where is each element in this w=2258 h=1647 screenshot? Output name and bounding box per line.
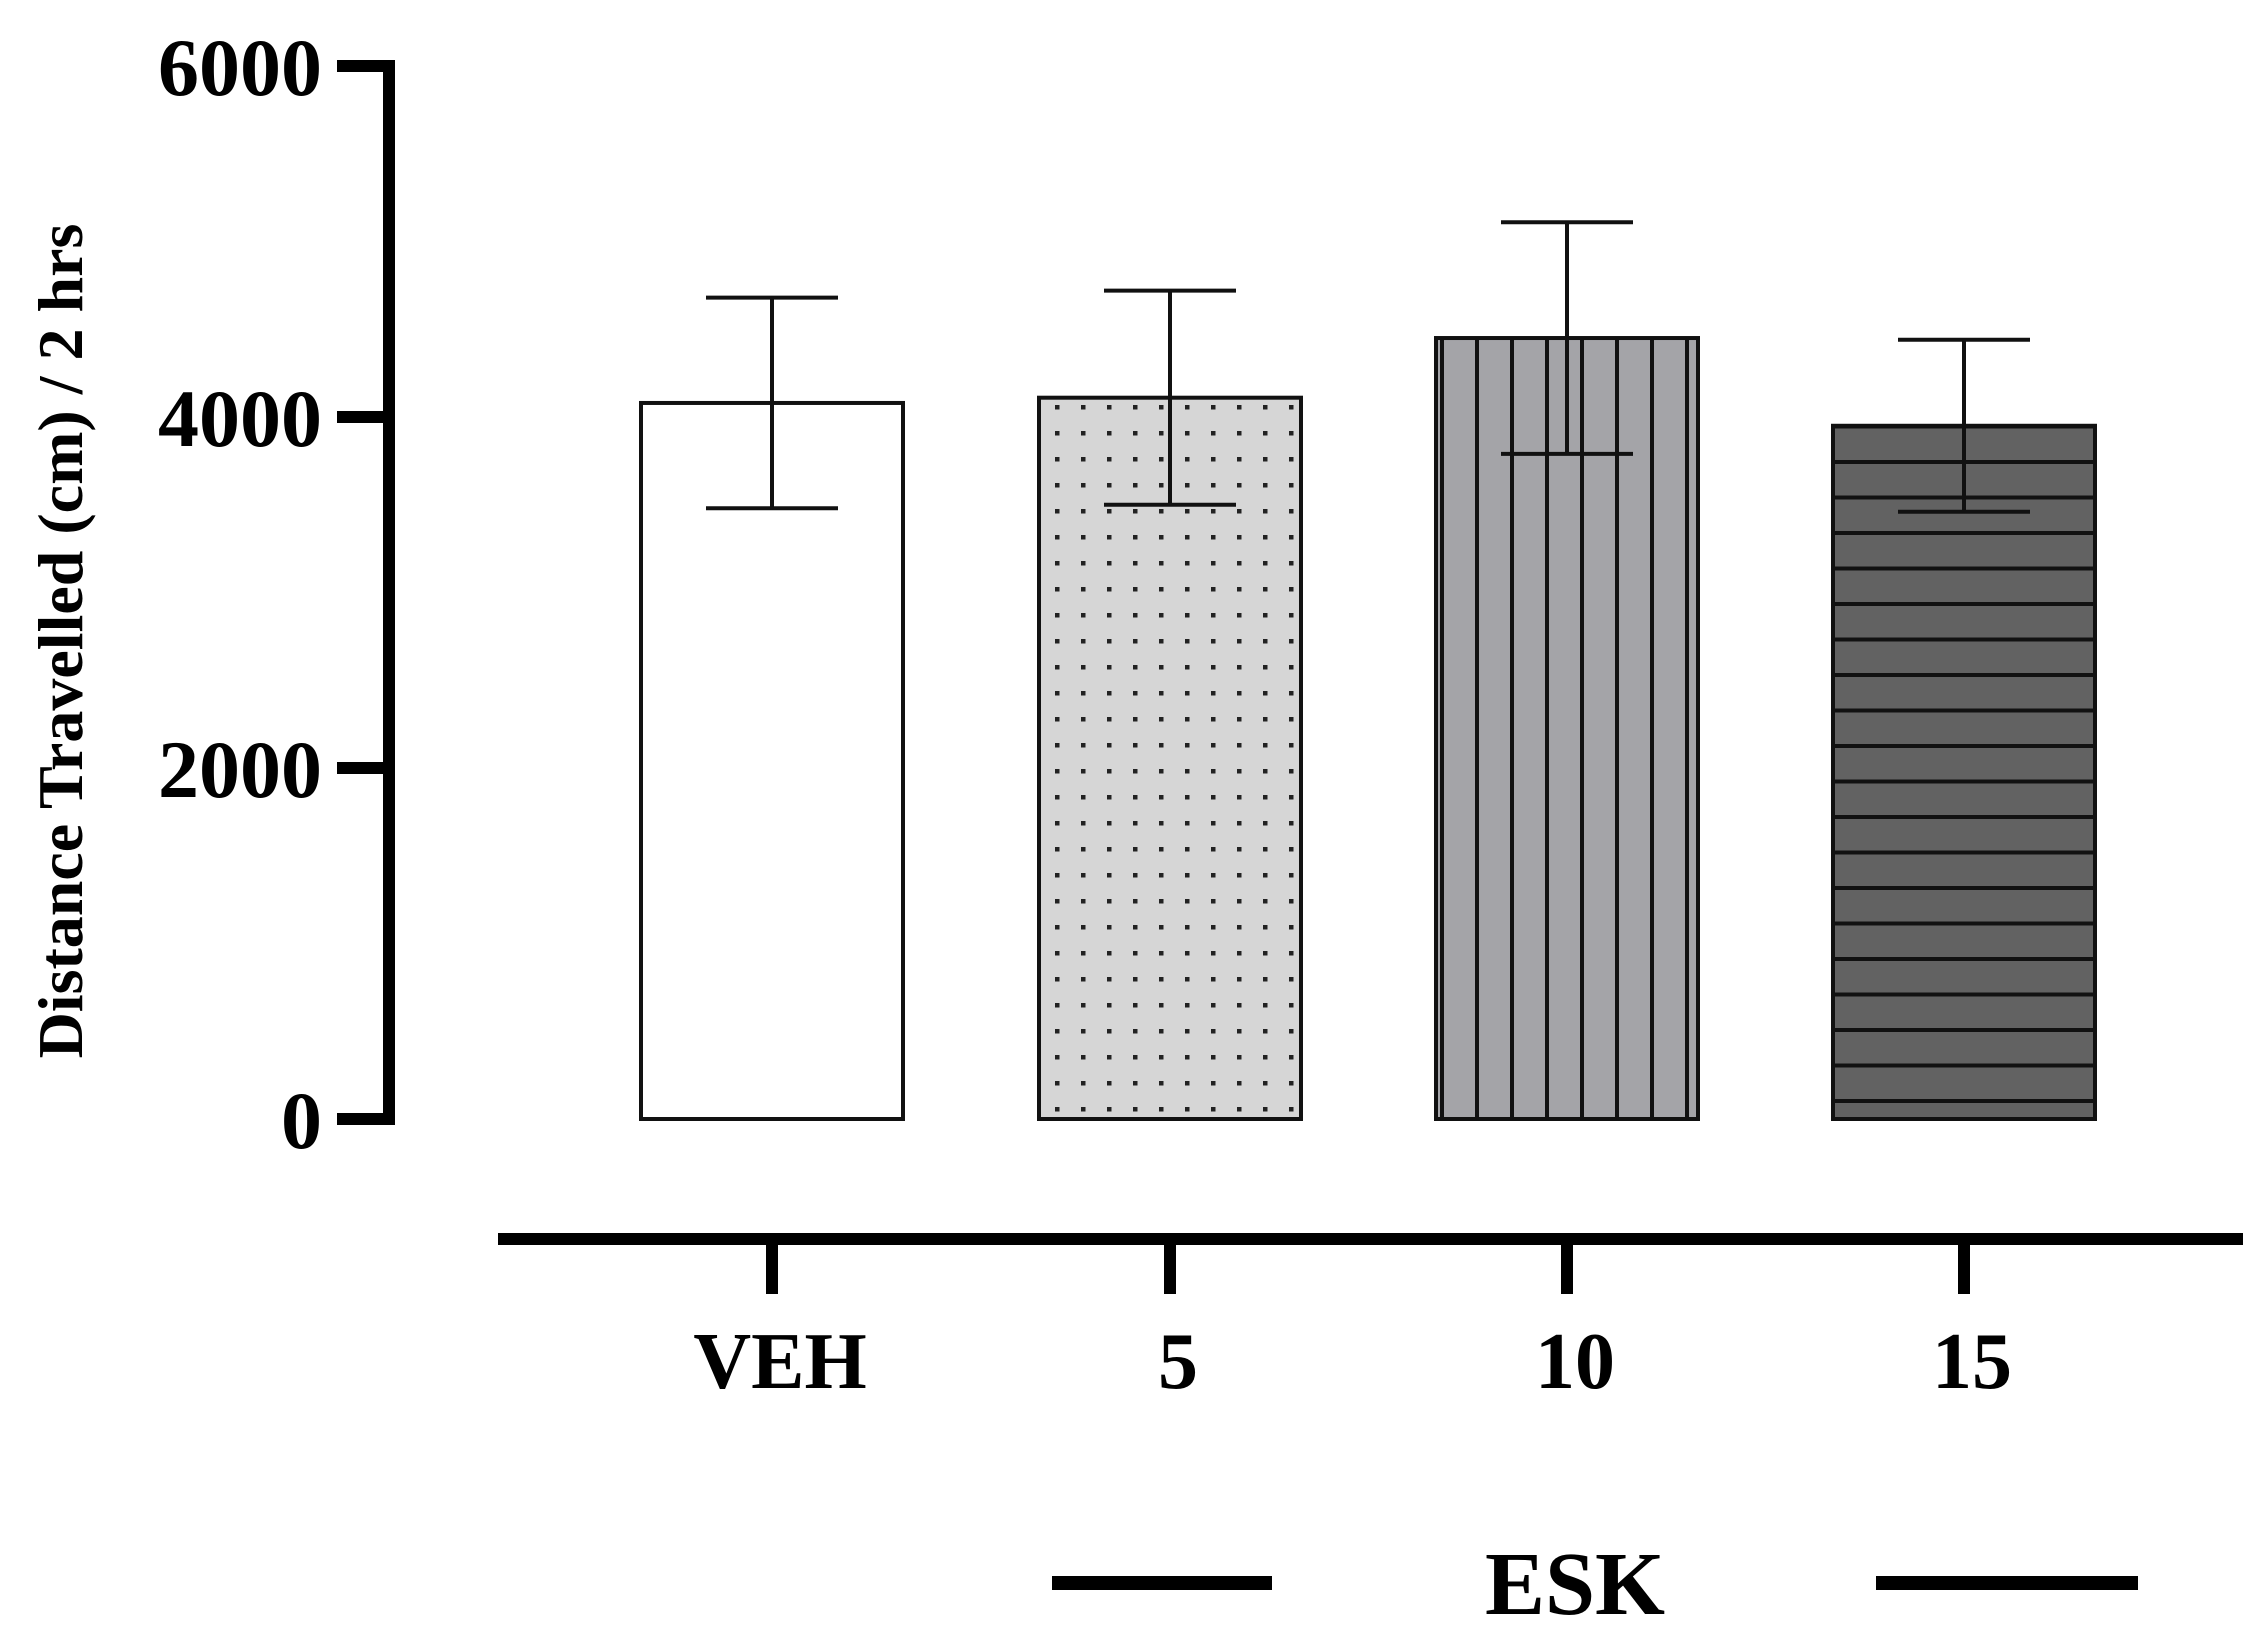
x-ticks: VEH 5 10 15: [693, 1239, 2012, 1406]
bar-10: [1434, 336, 1700, 1121]
group-bracket: ESK: [1052, 1535, 2138, 1634]
bars: [639, 220, 2097, 1121]
y-tick-label: 2000: [158, 724, 322, 815]
x-tick-label: VEH: [693, 1318, 866, 1406]
y-axis-label: Distance Travelled (cm) / 2 hrs: [25, 224, 96, 1059]
group-label: ESK: [1485, 1535, 1665, 1634]
bar-5: [1037, 395, 1303, 1121]
bar-15: [1831, 423, 2097, 1121]
x-axis: VEH 5 10 15: [498, 1233, 2243, 1406]
y-tick-label: 0: [281, 1075, 322, 1166]
bar-VEH: [639, 400, 905, 1121]
x-tick-label: 5: [1158, 1318, 1198, 1406]
x-tick-label: 10: [1535, 1318, 1615, 1406]
y-ticks: 0 2000 4000 6000: [158, 22, 395, 1166]
x-tick-label: 15: [1932, 1318, 2012, 1406]
y-tick-label: 6000: [158, 22, 322, 113]
y-axis: 0 2000 4000 6000: [158, 22, 395, 1166]
y-tick-label: 4000: [158, 373, 322, 464]
